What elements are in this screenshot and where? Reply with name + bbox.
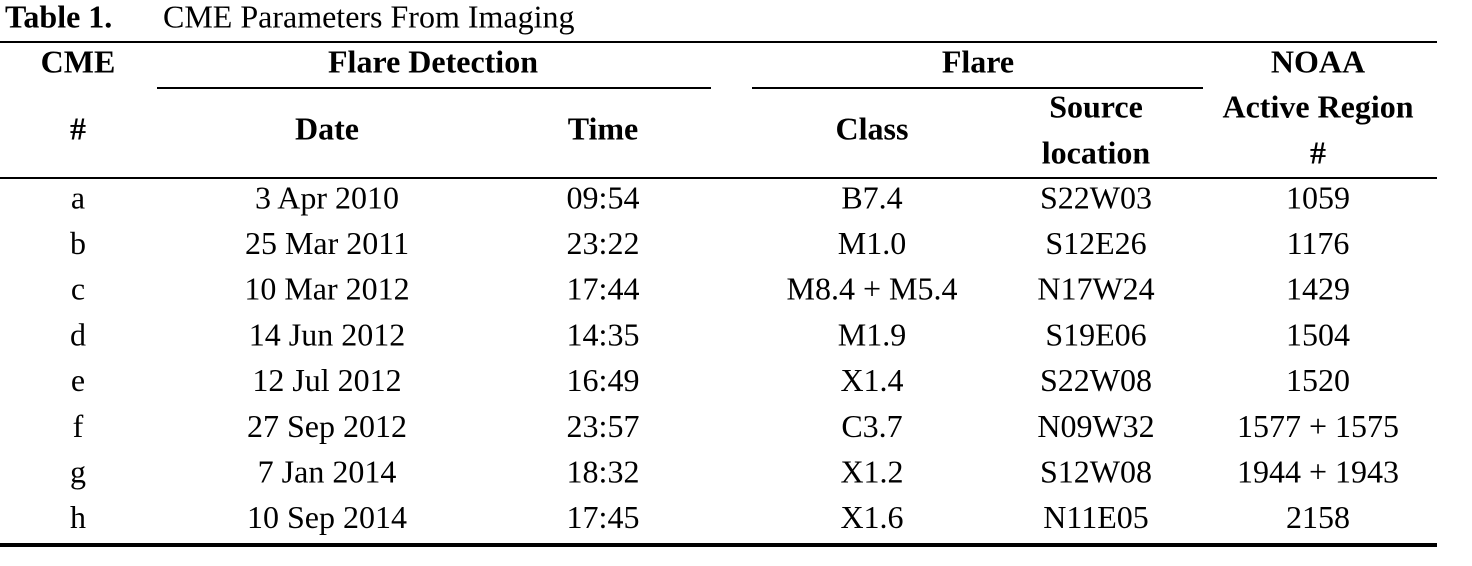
group-header: CME: [41, 43, 116, 79]
table-cell: h: [70, 499, 86, 535]
table-cell: 1520: [1286, 362, 1350, 398]
table-cell: 1944 + 1943: [1237, 454, 1399, 490]
table-cell: 17:45: [567, 499, 640, 535]
table-cell: 16:49: [567, 362, 640, 398]
table-cell: 17:44: [567, 271, 640, 307]
table-cell: 25 Mar 2011: [245, 225, 409, 261]
table-cell: 09:54: [567, 179, 640, 215]
column-header: Active Region: [1222, 88, 1413, 124]
table-cell: B7.4: [841, 179, 902, 215]
table-cell: S22W03: [1040, 179, 1152, 215]
table-cell: e: [71, 362, 85, 398]
table-cell: d: [70, 316, 86, 352]
table-cell: 1504: [1286, 316, 1350, 352]
table-cell: N11E05: [1043, 499, 1148, 535]
group-header: Flare: [942, 43, 1014, 79]
table-cell: X1.4: [840, 362, 903, 398]
group-header: Flare Detection: [328, 43, 538, 79]
table-title: CME Parameters From Imaging: [163, 0, 574, 34]
table-cell: 1059: [1286, 179, 1350, 215]
table-cell: b: [70, 225, 86, 261]
table-cell: a: [71, 179, 85, 215]
table-cell: M8.4 + M5.4: [787, 271, 958, 307]
table-cell: S19E06: [1045, 316, 1146, 352]
table-cell: 10 Mar 2012: [244, 271, 409, 307]
column-header: Time: [568, 110, 639, 146]
table-cell: 10 Sep 2014: [247, 499, 407, 535]
table-cell: M1.9: [838, 316, 906, 352]
table-cell: M1.0: [838, 225, 906, 261]
table-cell: N17W24: [1037, 271, 1154, 307]
table-cell: X1.2: [840, 454, 903, 490]
table-cell: S22W08: [1040, 362, 1152, 398]
column-header: Date: [295, 110, 359, 146]
table-cell: S12E26: [1045, 225, 1146, 261]
table-cell: 3 Apr 2010: [255, 179, 399, 215]
table-cell: 7 Jan 2014: [258, 454, 397, 490]
table-label: Table 1.: [5, 0, 112, 34]
table-cell: N09W32: [1037, 408, 1154, 444]
column-header: Class: [836, 110, 909, 146]
table-cell: C3.7: [841, 408, 902, 444]
table-cell: 1176: [1287, 225, 1350, 261]
column-header: #: [1310, 134, 1326, 170]
table-cell: 23:22: [567, 225, 640, 261]
column-header: Source: [1049, 88, 1143, 124]
table-cell: f: [73, 408, 84, 444]
table-cell: 14:35: [567, 316, 640, 352]
table-cell: 12 Jul 2012: [252, 362, 401, 398]
table-cell: X1.6: [840, 499, 903, 535]
table-cell: c: [71, 271, 85, 307]
table-cell: 2158: [1286, 499, 1350, 535]
column-header: #: [70, 110, 86, 146]
table-cell: 1577 + 1575: [1237, 408, 1399, 444]
table-cell: 14 Jun 2012: [249, 316, 405, 352]
table-cell: 18:32: [567, 454, 640, 490]
table-cell: 1429: [1286, 271, 1350, 307]
column-header: location: [1042, 134, 1151, 170]
table-cell: g: [70, 454, 86, 490]
table-cell: 27 Sep 2012: [247, 408, 407, 444]
table-cell: 23:57: [567, 408, 640, 444]
group-header: NOAA: [1271, 43, 1365, 79]
table-cell: S12W08: [1040, 454, 1152, 490]
